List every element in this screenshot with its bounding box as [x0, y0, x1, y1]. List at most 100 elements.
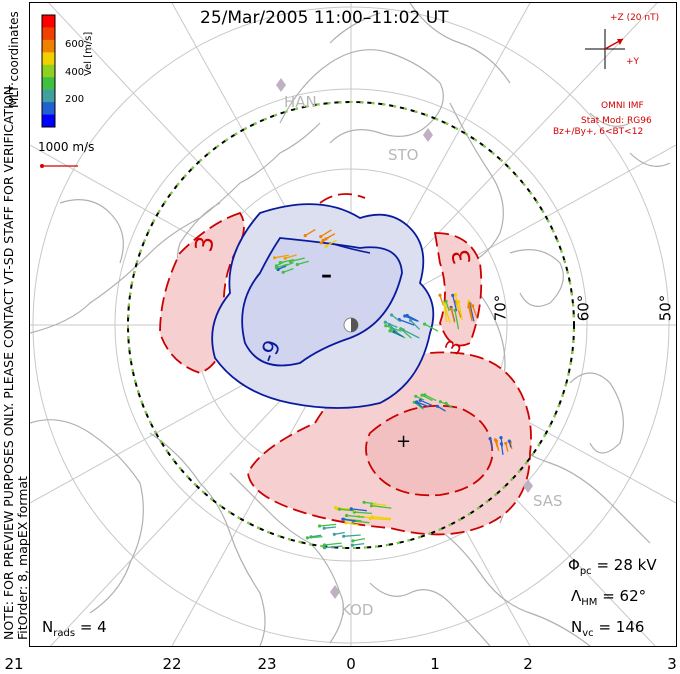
velocity-vector: [310, 534, 322, 538]
velocity-vector: [284, 261, 294, 267]
velocity-vector: [505, 443, 509, 452]
coordinate-system-label: MLT coordinates: [7, 11, 21, 108]
station-label-kod: KOD: [341, 601, 374, 619]
velocity-vector: [346, 514, 365, 518]
velocity-vector: [416, 401, 429, 408]
velocity-vector: [374, 503, 387, 506]
colorbar-cell: [42, 52, 55, 66]
stat-n-rads: Nrads = 4: [42, 618, 107, 639]
scale-vector: [40, 164, 78, 168]
colorbar-cell: [42, 39, 55, 53]
lat-label-50: 50°: [656, 294, 675, 322]
velocity-vector: [454, 294, 460, 311]
velocity-vector: [385, 321, 398, 328]
velocity-vector: [324, 526, 337, 529]
velocity-vector: [354, 511, 372, 515]
velocity-vector: [322, 235, 332, 241]
velocity-vector: [371, 505, 392, 509]
velocity-vector: [424, 323, 439, 332]
velocity-vector: [402, 329, 420, 339]
vector-origin: [322, 526, 326, 530]
colorbar-cell: [42, 102, 55, 116]
velocity-vector: [352, 537, 366, 542]
velocity-vector: [410, 319, 421, 330]
velocity-vector: [454, 310, 460, 330]
velocity-vector: [297, 260, 309, 266]
velocity-vector: [472, 305, 478, 318]
velocity-vector: [290, 257, 305, 263]
colorbar-cell: [42, 64, 55, 78]
mlt-label-2: 2: [523, 655, 533, 673]
velocity-vector: [469, 303, 475, 322]
colorbar-label: Vel [m/s]: [83, 31, 94, 76]
velocity-vector: [415, 395, 425, 401]
imf-z-label: +Z (20 nT): [610, 13, 660, 23]
lat-label-70: 70°: [491, 294, 510, 322]
colorbar-tick-600: 600: [65, 39, 85, 50]
mlt-label-22: 22: [162, 655, 182, 673]
imf-condition: Bz+/By+, 6<BT<12: [553, 127, 644, 137]
velocity-vector: [335, 506, 353, 511]
velocity-vector: [388, 324, 399, 334]
station-label-han: HAN: [284, 93, 317, 111]
velocity-vector: [439, 295, 444, 306]
imf-dial: [585, 29, 625, 69]
imf-y-label: +Y: [626, 57, 640, 67]
plot-title: 25/Mar/2005 11:00–11:02 UT: [200, 8, 449, 28]
velocity-vector: [398, 318, 415, 326]
velocity-vector: [468, 304, 473, 319]
stat-n-vc: Nvc = 146: [571, 618, 645, 639]
velocity-vector: [494, 439, 498, 448]
velocity-vector: [440, 401, 451, 407]
colorbar-tick-200: 200: [65, 94, 85, 105]
velocity-vector: [452, 295, 458, 312]
note-line2: FitOrder: 8, mapEX format: [15, 476, 30, 640]
imf-model: Stat Mod: RG96: [581, 116, 652, 126]
maximum-marker: +: [396, 431, 412, 452]
mlt-label-3: 3: [667, 655, 677, 673]
velocity-vector: [370, 517, 392, 521]
preview-note: NOTE: FOR PREVIEW PURPOSES ONLY. PLEASE …: [1, 82, 30, 640]
velocity-vector: [343, 534, 361, 537]
colorbar-cell: [42, 77, 55, 91]
velocity-vector: [391, 314, 402, 323]
velocity-vector: [319, 523, 337, 527]
colorbar-cell: [42, 15, 55, 28]
velocity-vector: [276, 263, 288, 269]
mlt-label-1: 1: [430, 655, 440, 673]
velocity-vector: [334, 531, 345, 535]
velocity-vector: [304, 229, 316, 237]
vector-origin: [350, 543, 354, 547]
velocity-vector: [320, 229, 332, 238]
velocity-vector: [352, 542, 365, 546]
note-line1: NOTE: FOR PREVIEW PURPOSES ONLY. PLEASE …: [1, 82, 16, 640]
velocity-vector: [424, 394, 437, 402]
station-label-sas: SAS: [533, 492, 563, 510]
polar-map: [30, 3, 676, 646]
velocity-vector: [274, 254, 289, 259]
velocity-vector: [280, 258, 295, 264]
velocity-vector: [468, 306, 473, 322]
minimum-marker: –: [321, 263, 332, 288]
vector-origin: [342, 534, 346, 538]
mlt-label-0: 0: [346, 655, 356, 673]
velocity-vector: [351, 508, 367, 512]
velocity-vector: [342, 518, 356, 522]
velocity-vector: [420, 399, 433, 406]
velocity-vector: [324, 545, 343, 549]
velocity-vector: [372, 516, 392, 520]
velocity-vector: [393, 331, 404, 338]
color-bar: [41, 14, 56, 128]
velocity-vector: [437, 405, 446, 412]
velocity-vector: [353, 520, 370, 524]
stat-lambda-hm: ΛHM = 62°: [571, 587, 647, 608]
velocity-vector: [500, 437, 504, 447]
velocity-vector: [445, 301, 450, 312]
velocity-vector: [421, 394, 433, 402]
mlt-label-21: 21: [4, 655, 24, 673]
negative-cell: [211, 203, 435, 409]
station-markers: [276, 78, 533, 599]
mlt-label-23: 23: [257, 655, 277, 673]
velocity-vector: [489, 438, 494, 450]
heppner-maynard-boundary: [127, 101, 575, 549]
